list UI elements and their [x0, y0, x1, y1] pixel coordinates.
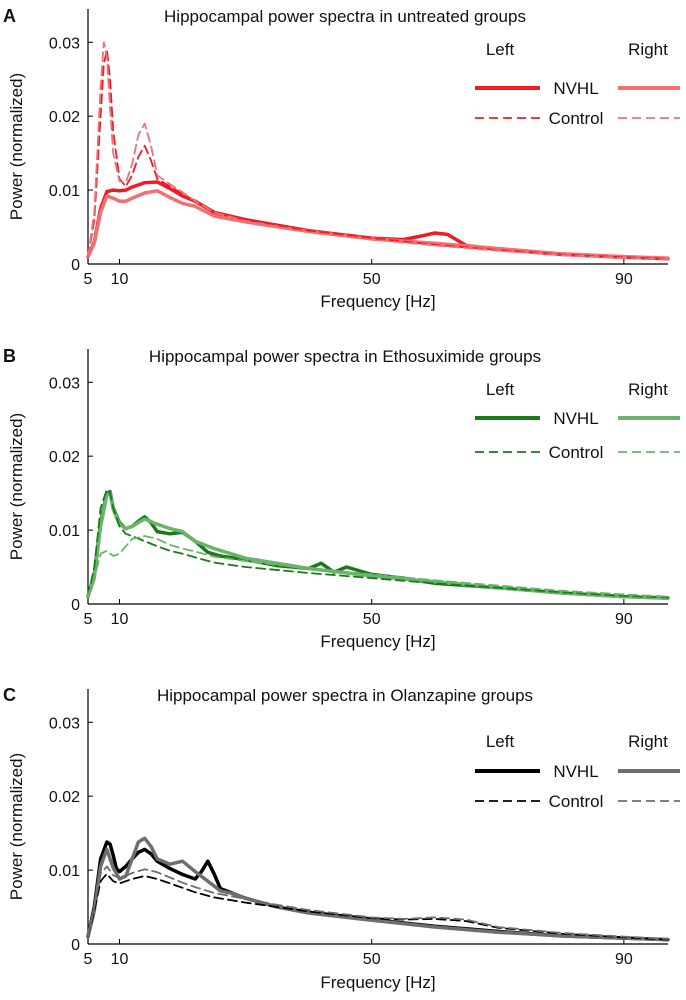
y-tick-label: 0.02	[49, 789, 80, 806]
series-line-left-nvhl	[86, 840, 670, 942]
x-tick-label: 5	[84, 611, 93, 628]
panel-b: B Hippocampal power spectra in Ethosuximi…	[3, 346, 680, 651]
series-line-right-control	[87, 865, 669, 940]
y-tick-label: 0.01	[49, 523, 80, 540]
panel-a: A Hippocampal power spectra in untreated …	[3, 6, 680, 311]
legend-right-header: Right	[628, 40, 668, 59]
legend-label-nvhl: NVHL	[553, 409, 598, 428]
legend-label-control: Control	[549, 443, 604, 462]
x-tick-label: 90	[615, 611, 633, 628]
chart-title: Hippocampal power spectra in Ethosuximid…	[149, 347, 541, 366]
y-tick-label: 0.02	[49, 449, 80, 466]
x-axis-label: Frequency [Hz]	[320, 632, 435, 651]
panel-letter: B	[3, 346, 16, 366]
x-tick-label: 50	[363, 271, 381, 288]
panel-letter: A	[3, 6, 16, 26]
y-tick-label: 0	[71, 937, 80, 954]
series-line-left-control	[87, 488, 669, 599]
y-tick-label: 0.03	[49, 375, 80, 392]
legend-left-header: Left	[486, 40, 515, 59]
legend-label-control: Control	[549, 792, 604, 811]
series-line-right-nvhl	[86, 189, 670, 260]
x-tick-label: 50	[363, 611, 381, 628]
y-axis-label: Power (normalized)	[7, 753, 26, 900]
y-axis-label: Power (normalized)	[7, 413, 26, 560]
series-line-left-control	[87, 872, 669, 941]
chart-title: Hippocampal power spectra in untreated g…	[164, 7, 526, 26]
y-tick-label: 0.01	[49, 183, 80, 200]
legend-left-header: Left	[486, 380, 515, 399]
series-line-left-nvhl	[86, 489, 670, 600]
y-tick-label: 0.02	[49, 109, 80, 126]
y-tick-label: 0.01	[49, 863, 80, 880]
series-line-right-control	[87, 41, 669, 261]
chart-title: Hippocampal power spectra in Olanzapine …	[157, 686, 533, 705]
x-tick-label: 10	[111, 611, 129, 628]
legend: Left Right NVHL Control	[475, 380, 680, 462]
x-tick-label: 50	[363, 951, 381, 968]
legend-label-control: Control	[549, 109, 604, 128]
panel-c: C Hippocampal power spectra in Olanzapine…	[3, 685, 680, 992]
x-axis-label: Frequency [Hz]	[320, 973, 435, 992]
y-tick-label: 0	[71, 257, 80, 274]
legend-left-header: Left	[486, 732, 515, 751]
panel-letter: C	[3, 685, 16, 705]
y-tick-label: 0.03	[49, 715, 80, 732]
x-tick-label: 90	[615, 951, 633, 968]
series-line-right-nvhl	[86, 836, 670, 942]
x-tick-label: 5	[84, 271, 93, 288]
x-axis-label: Frequency [Hz]	[320, 292, 435, 311]
x-tick-label: 10	[111, 951, 129, 968]
y-axis-label: Power (normalized)	[7, 73, 26, 220]
y-tick-label: 0	[71, 597, 80, 614]
legend-right-header: Right	[628, 732, 668, 751]
x-tick-label: 5	[84, 951, 93, 968]
series-line-left-nvhl	[86, 180, 670, 261]
x-tick-label: 90	[615, 271, 633, 288]
legend: Left Right NVHL Control	[475, 732, 680, 811]
x-tick-label: 10	[111, 271, 129, 288]
legend-label-nvhl: NVHL	[553, 762, 598, 781]
legend-right-header: Right	[628, 380, 668, 399]
legend-label-nvhl: NVHL	[553, 79, 598, 98]
series-line-right-nvhl	[86, 491, 670, 600]
legend: Left Right NVHL Control	[475, 40, 680, 128]
series-line-right-control	[87, 535, 669, 598]
y-tick-label: 0.03	[49, 35, 80, 52]
